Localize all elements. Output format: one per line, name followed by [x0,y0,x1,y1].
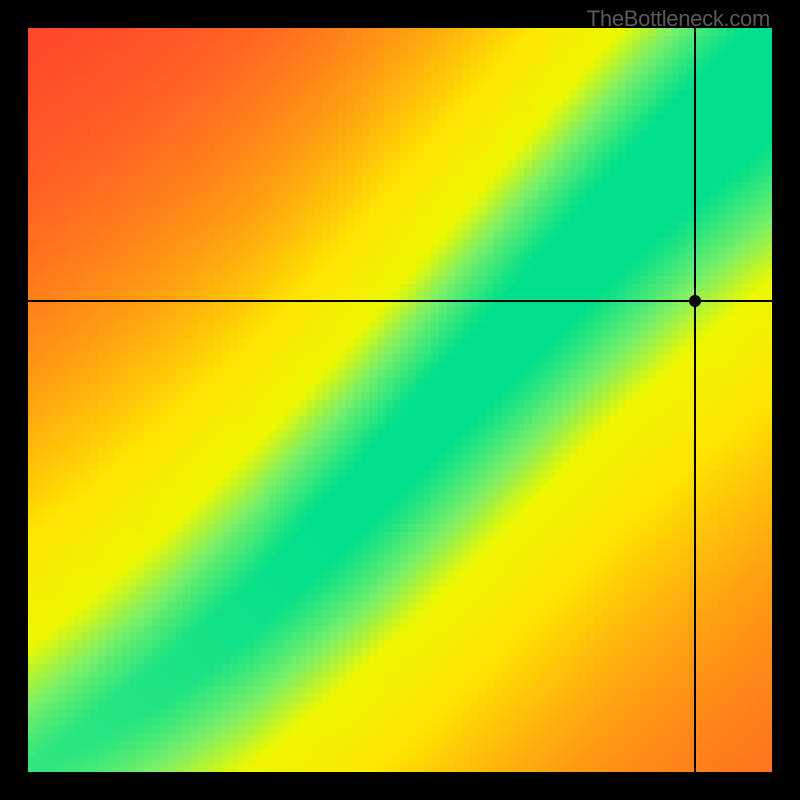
plot-area [28,28,772,772]
watermark-text: TheBottleneck.com [587,6,770,32]
crosshair-horizontal [28,300,772,302]
bottleneck-heatmap [28,28,772,772]
figure-container: TheBottleneck.com [0,0,800,800]
crosshair-vertical [694,28,696,772]
operating-point-marker [689,295,701,307]
